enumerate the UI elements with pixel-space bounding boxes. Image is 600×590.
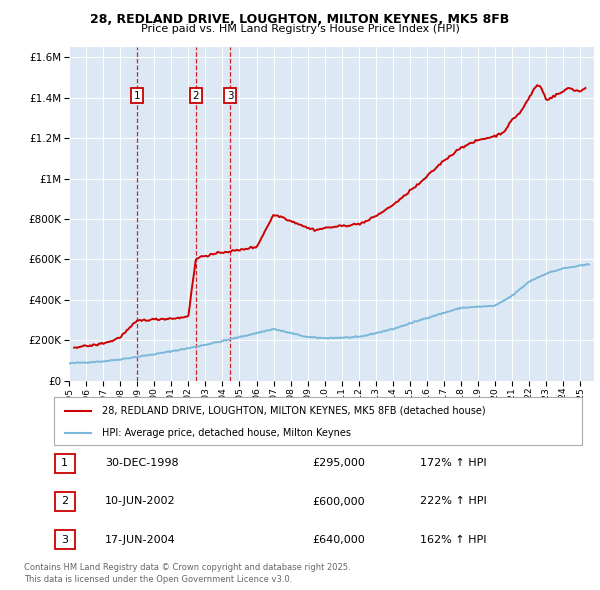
- Text: Price paid vs. HM Land Registry's House Price Index (HPI): Price paid vs. HM Land Registry's House …: [140, 24, 460, 34]
- Text: 1: 1: [61, 458, 68, 468]
- Text: 3: 3: [61, 535, 68, 545]
- Text: £295,000: £295,000: [312, 458, 365, 468]
- FancyBboxPatch shape: [55, 454, 74, 473]
- Text: 2: 2: [61, 497, 68, 506]
- Text: 3: 3: [227, 90, 233, 100]
- Text: HPI: Average price, detached house, Milton Keynes: HPI: Average price, detached house, Milt…: [101, 428, 350, 438]
- Text: 30-DEC-1998: 30-DEC-1998: [105, 458, 179, 468]
- Text: This data is licensed under the Open Government Licence v3.0.: This data is licensed under the Open Gov…: [24, 575, 292, 584]
- Text: 1: 1: [134, 90, 140, 100]
- Text: 28, REDLAND DRIVE, LOUGHTON, MILTON KEYNES, MK5 8FB (detached house): 28, REDLAND DRIVE, LOUGHTON, MILTON KEYN…: [101, 405, 485, 415]
- Text: 222% ↑ HPI: 222% ↑ HPI: [420, 497, 487, 506]
- Text: 2: 2: [193, 90, 199, 100]
- Text: £640,000: £640,000: [312, 535, 365, 545]
- Text: 17-JUN-2004: 17-JUN-2004: [105, 535, 176, 545]
- Text: 10-JUN-2002: 10-JUN-2002: [105, 497, 176, 506]
- Text: £600,000: £600,000: [312, 497, 365, 506]
- FancyBboxPatch shape: [54, 397, 582, 445]
- Text: Contains HM Land Registry data © Crown copyright and database right 2025.: Contains HM Land Registry data © Crown c…: [24, 563, 350, 572]
- Text: 28, REDLAND DRIVE, LOUGHTON, MILTON KEYNES, MK5 8FB: 28, REDLAND DRIVE, LOUGHTON, MILTON KEYN…: [91, 13, 509, 26]
- Text: 172% ↑ HPI: 172% ↑ HPI: [420, 458, 487, 468]
- FancyBboxPatch shape: [55, 492, 74, 511]
- Text: 162% ↑ HPI: 162% ↑ HPI: [420, 535, 487, 545]
- FancyBboxPatch shape: [55, 530, 74, 549]
